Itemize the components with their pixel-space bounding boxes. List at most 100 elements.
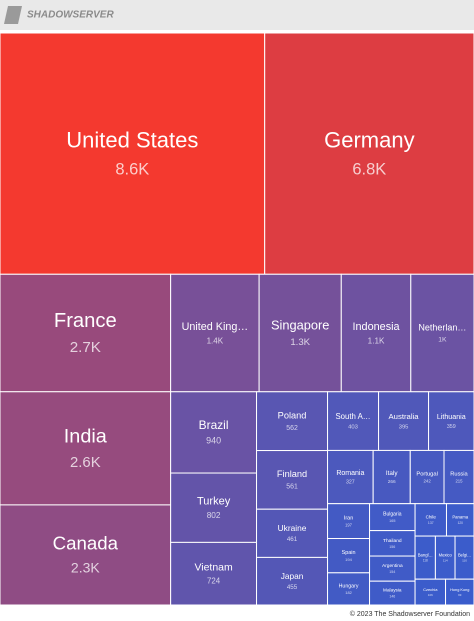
treemap-cell: [327, 503, 371, 540]
cell-label: Romania: [336, 470, 364, 477]
treemap-cell: [0, 273, 172, 393]
cell-value: 403: [348, 425, 358, 431]
cell-label: Germany: [324, 127, 414, 152]
cell-value: 266: [388, 479, 396, 485]
treemap-cell: [170, 391, 258, 474]
cell-value: 802: [207, 511, 221, 520]
cell-label: United States: [66, 127, 198, 152]
treemap-cell: [414, 503, 447, 537]
treemap-cell: [264, 32, 474, 275]
cell-label: Vietnam: [194, 563, 232, 574]
footer: © 2023 The Shadowserver Foundation: [350, 610, 470, 618]
cell-label: Indonesia: [352, 321, 400, 333]
treemap-cell: [445, 503, 474, 537]
treemap-cell: [327, 449, 374, 505]
treemap-cell: [414, 535, 436, 580]
cell-value: 165: [389, 519, 395, 523]
cell-label: Finland: [277, 469, 307, 479]
cell-label: Portugal: [416, 471, 438, 477]
cell-label: South A…: [335, 412, 370, 421]
cell-label: Italy: [386, 470, 398, 477]
cell-label: Belgi…: [458, 552, 471, 557]
cell-value: 561: [286, 484, 298, 491]
cell-value: 724: [207, 577, 221, 586]
treemap-cell: [378, 391, 430, 451]
cell-value: 197: [345, 522, 353, 527]
treemap-cell: [170, 472, 258, 543]
cell-label: Malaysia: [383, 588, 402, 593]
treemap-cell: [327, 572, 371, 606]
cell-value: 194: [345, 557, 353, 562]
cell-value: 99: [458, 593, 462, 597]
cell-value: 106: [428, 593, 433, 597]
cell-label: Thailand: [383, 538, 402, 544]
cell-value: 215: [455, 478, 463, 483]
cell-value: 455: [287, 584, 298, 591]
treemap-cell: [414, 578, 447, 606]
treemap-cell: [428, 391, 474, 451]
cell-label: Poland: [278, 411, 307, 421]
treemap-cell: [170, 541, 258, 606]
cell-label: Chile: [426, 515, 437, 520]
cell-label: Netherlan…: [418, 322, 466, 332]
cell-value: 146: [389, 595, 395, 599]
cell-label: Panama: [452, 515, 468, 520]
treemap-cell: [256, 450, 329, 510]
cell-value: 137: [428, 521, 434, 525]
cell-value: 1.4K: [207, 336, 224, 345]
cell-label: Iran: [344, 516, 353, 522]
treemap-cell: [410, 273, 474, 393]
logo-text: SHADOWSERVER: [27, 10, 114, 21]
cell-label: India: [64, 426, 108, 448]
cell-value: 118: [423, 559, 428, 563]
treemap: United States 8.6K Germany 6.8K France 2.7K In…: [0, 32, 474, 606]
cell-label: Spain: [342, 550, 356, 556]
cell-value: 940: [206, 436, 221, 446]
cell-label: Hungary: [339, 583, 359, 589]
cell-value: 6.8K: [352, 160, 386, 178]
cell-value: 182: [345, 590, 352, 595]
cell-label: Bulgaria: [383, 512, 402, 518]
cell-label: Turkey: [197, 496, 231, 508]
cell-label: Japan: [281, 571, 304, 581]
treemap-cell: [256, 508, 329, 558]
cell-value: 1.3K: [290, 337, 310, 348]
treemap-cell: [369, 530, 416, 557]
cell-value: 110: [462, 558, 467, 562]
cell-label: Singapore: [271, 317, 330, 332]
cell-value: 8.6K: [115, 160, 149, 178]
treemap-cell: [369, 580, 416, 606]
logo-icon: [4, 6, 22, 24]
cell-value: 154: [389, 570, 395, 574]
treemap-cell: [445, 578, 474, 606]
cell-value: 242: [423, 479, 431, 484]
cell-label: Czechia: [423, 587, 438, 592]
cell-value: 2.7K: [70, 339, 101, 356]
treemap-cell: [256, 556, 329, 606]
cell-label: France: [54, 310, 117, 332]
cell-label: Australia: [389, 412, 420, 421]
cell-label: United King…: [182, 321, 248, 333]
cell-label: Lithuania: [437, 413, 466, 421]
treemap-cell: [327, 391, 380, 451]
cell-value: 562: [286, 425, 298, 432]
cell-value: 327: [346, 480, 355, 486]
cell-label: Mexico: [439, 552, 453, 557]
treemap-cell: [0, 391, 172, 506]
cell-value: 359: [447, 424, 456, 430]
cell-label: Brazil: [199, 418, 229, 432]
cell-label: Argentina: [382, 563, 403, 569]
treemap-cell: [340, 273, 412, 393]
cell-label: Russia: [450, 471, 468, 477]
cell-label: Ukraine: [278, 523, 307, 533]
cell-value: 395: [399, 424, 409, 430]
cell-label: Hong Kong: [450, 587, 469, 592]
cell-label: Canada: [53, 533, 119, 554]
treemap-cell: [258, 273, 342, 393]
cell-label: Bangl…: [418, 552, 433, 557]
cell-value: 2.3K: [71, 560, 100, 576]
treemap-cell: [256, 391, 329, 452]
cell-value: 461: [287, 536, 298, 543]
